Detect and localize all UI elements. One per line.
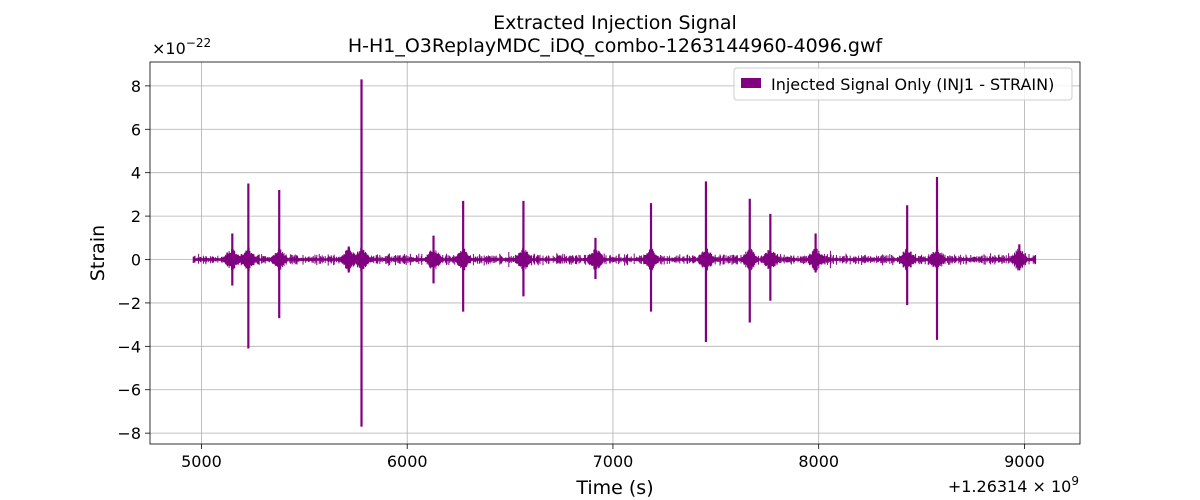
x-axis-label: Time (s) [575, 477, 653, 499]
signal-spike-envelope [423, 250, 444, 269]
legend-swatch [741, 78, 761, 88]
series-layer [192, 79, 1037, 427]
signal-spike-envelope [453, 246, 474, 273]
x-tick-label: 7000 [593, 452, 634, 471]
x-ticks: 5000 6000 7000 8000 9000 [181, 444, 1045, 471]
y-tick-label: −8 [117, 424, 141, 443]
signal-spike-envelope [640, 247, 662, 272]
series-injected-signal-only-inj1-strain- [192, 79, 1037, 427]
chart-subtitle: H-H1_O3ReplayMDC_iDQ_combo-1263144960-40… [348, 35, 884, 57]
legend: Injected Signal Only (INJ1 - STRAIN) [733, 67, 1073, 101]
signal-spike-envelope [1009, 248, 1030, 271]
signal-spike-envelope [238, 247, 259, 272]
signal-spike-envelope [513, 247, 534, 272]
signal-spike-envelope [351, 247, 372, 272]
y-tick-label: −2 [117, 294, 141, 313]
chart-title: Extracted Injection Signal [493, 12, 737, 34]
signal-spike-envelope [760, 250, 781, 269]
y-tick-label: 4 [131, 164, 141, 183]
y-tick-label: 0 [131, 251, 141, 270]
x-tick-label: 8000 [798, 452, 839, 471]
x-tick-label: 5000 [181, 452, 222, 471]
signal-spike-envelope [805, 248, 826, 271]
plot-frame [149, 61, 1081, 445]
signal-spike-envelope [926, 247, 948, 272]
signal-spike-envelope [695, 247, 717, 272]
y-tick-label: 8 [131, 77, 141, 96]
y-axis-label: Strain [87, 225, 109, 281]
signal-spike-envelope [739, 248, 760, 271]
plot-area [192, 79, 1037, 427]
legend-box [733, 67, 1073, 101]
y-tick-label: −6 [117, 381, 141, 400]
x-tick-label: 9000 [1004, 452, 1045, 471]
signal-spike-envelope [585, 247, 606, 272]
y-ticks: −8 −6 −4 −2 0 2 4 6 8 [117, 77, 150, 443]
signal-spike-envelope [897, 247, 918, 272]
x-offset-label: +1.26314 × 109 [948, 474, 1079, 496]
y-tick-label: 6 [131, 120, 141, 139]
x-tick-label: 6000 [387, 452, 428, 471]
legend-entry-label: Injected Signal Only (INJ1 - STRAIN) [771, 75, 1054, 94]
signal-spike-envelope [269, 248, 290, 271]
y-tick-label: −4 [117, 337, 141, 356]
y-tick-label: 2 [131, 207, 141, 226]
grid [150, 62, 1080, 444]
